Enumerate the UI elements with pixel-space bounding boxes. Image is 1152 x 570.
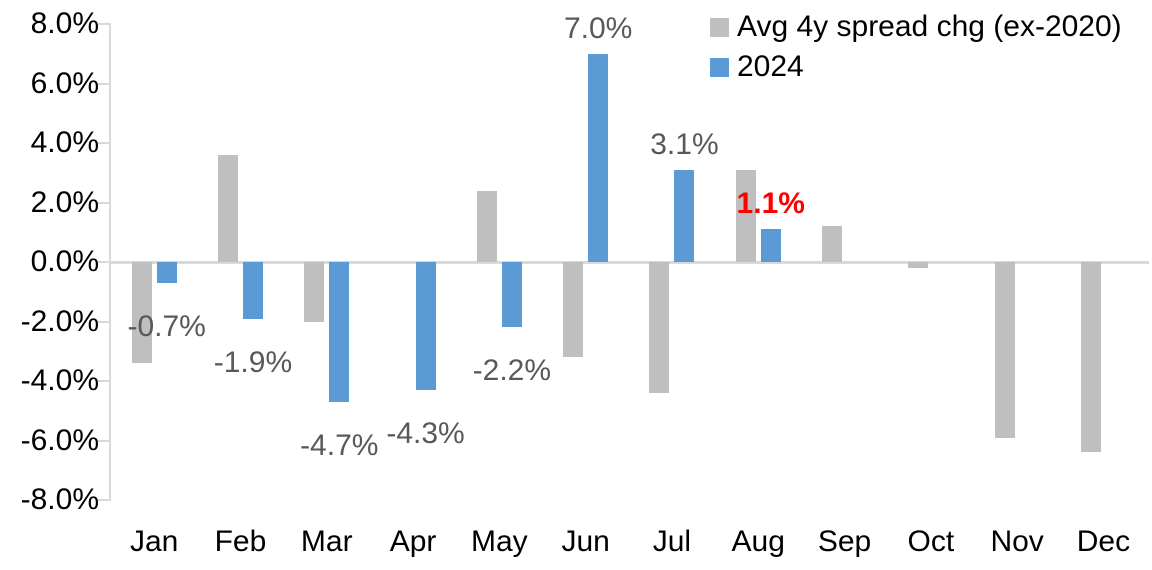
y-tick-8	[96, 23, 111, 25]
bar-avg-dec	[1080, 262, 1101, 453]
y-axis-label--6: -6.0%	[20, 423, 99, 457]
bar-avg-feb	[217, 154, 238, 262]
x-axis-label-dec: Dec	[1076, 525, 1131, 558]
x-axis-label-jun: Jun	[561, 525, 610, 558]
legend-swatch-blue-icon	[710, 57, 729, 77]
data-label-may: -2.2%	[472, 354, 552, 388]
data-label-jan: -0.7%	[127, 309, 206, 343]
bar-avg-nov	[994, 262, 1015, 438]
legend-item-avg-spread: Avg 4y spread chg (ex-2020)	[710, 10, 1122, 44]
bar-2024-jan	[156, 262, 177, 283]
data-label-mar: -4.7%	[300, 428, 379, 462]
y-axis-label-8: 8.0%	[30, 7, 99, 40]
bar-2024-aug	[760, 229, 781, 262]
bar-avg-jul	[649, 262, 670, 393]
legend-label-avg-spread: Avg 4y spread chg (ex-2020)	[737, 10, 1122, 43]
legend-label-2024: 2024	[737, 50, 804, 83]
y-tick--2	[96, 320, 111, 323]
x-axis-label-jan: Jan	[129, 525, 179, 558]
y-tick-6	[96, 82, 111, 85]
bar-avg-aug	[735, 169, 756, 262]
x-axis-label-oct: Oct	[907, 525, 955, 558]
bar-avg-oct	[908, 262, 929, 268]
x-axis-label-mar: Mar	[300, 525, 353, 558]
y-axis-label--8: -8.0%	[20, 483, 99, 516]
x-axis-label-jul: Jul	[652, 525, 692, 558]
y-axis-label-4: 4.0%	[30, 126, 99, 159]
bar-avg-jun	[563, 262, 584, 358]
bar-2024-feb	[242, 262, 263, 319]
data-label-jul: 3.1%	[650, 127, 719, 161]
y-axis-label-0: 0.0%	[30, 245, 99, 278]
y-tick-4	[96, 142, 111, 144]
x-axis-label-nov: Nov	[990, 525, 1044, 558]
zero-baseline	[111, 260, 1149, 264]
x-axis-label-sep: Sep	[817, 525, 872, 558]
data-label-apr: -4.3%	[386, 416, 465, 450]
y-tick-0	[96, 261, 111, 263]
bar-2024-apr	[415, 262, 436, 390]
bar-avg-jan	[131, 262, 152, 364]
bar-avg-mar	[304, 262, 325, 322]
legend-item-2024: 2024	[710, 50, 1122, 84]
data-label-feb: -1.9%	[213, 345, 293, 379]
y-tick-2	[96, 201, 111, 204]
data-label-aug: 1.1%	[736, 187, 805, 221]
x-axis-label-feb: Feb	[214, 525, 267, 558]
y-axis-label--2: -2.0%	[20, 304, 99, 338]
y-axis-label-2: 2.0%	[30, 185, 99, 219]
bar-2024-mar	[329, 262, 350, 402]
y-axis-label-6: 6.0%	[30, 66, 99, 100]
chart-legend: Avg 4y spread chg (ex-2020) 2024	[710, 10, 1122, 84]
bar-avg-sep	[822, 226, 843, 262]
y-tick--8	[96, 499, 111, 501]
bar-avg-may	[476, 190, 497, 262]
x-axis-label-apr: Apr	[389, 525, 437, 558]
data-label-jun: 7.0%	[563, 11, 633, 45]
y-axis-label--4: -4.0%	[20, 364, 99, 397]
bar-2024-may	[501, 262, 522, 328]
y-tick--4	[96, 380, 111, 382]
legend-swatch-gray-icon	[710, 17, 729, 37]
x-axis-label-aug: Aug	[731, 525, 785, 558]
bar-2024-jun	[588, 53, 609, 262]
bar-2024-jul	[674, 169, 695, 262]
y-tick--6	[96, 439, 111, 442]
x-axis-label-may: May	[471, 525, 528, 558]
